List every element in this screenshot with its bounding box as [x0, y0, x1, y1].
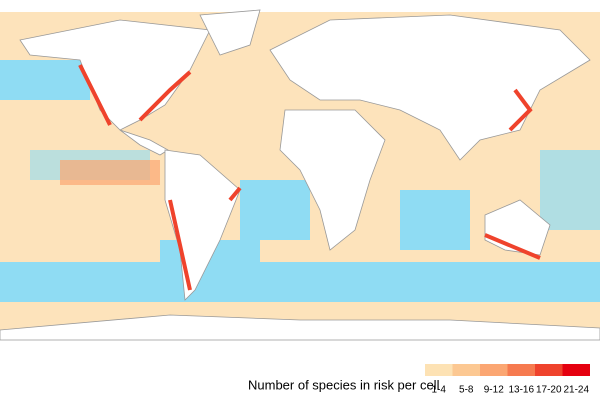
ocean-blank	[0, 262, 600, 302]
legend-swatch	[507, 364, 535, 376]
ocean-blank	[400, 190, 470, 250]
central-america	[119, 129, 169, 156]
risk-zone	[60, 160, 160, 185]
antarctica	[0, 314, 600, 341]
legend-title: Number of species in risk per cell	[248, 377, 440, 392]
legend-swatch	[425, 364, 453, 376]
legend-label: 9-12	[484, 385, 504, 396]
map	[0, 9, 600, 341]
legend-label: 21-24	[563, 385, 589, 396]
eurasia	[269, 14, 591, 161]
high-risk-coast	[78, 64, 541, 291]
ocean-blank	[240, 180, 310, 240]
legend-label: 17-20	[536, 385, 562, 396]
greenland	[199, 9, 261, 56]
legend-swatch	[452, 364, 480, 376]
legend-swatch	[480, 364, 508, 376]
africa	[279, 109, 386, 251]
legend-label: 1-4	[432, 385, 447, 396]
legend: Number of species in risk per cell 1-4 5-…	[248, 364, 590, 396]
legend-swatch	[562, 364, 590, 376]
legend-label: 5-8	[459, 385, 474, 396]
legend-swatch	[535, 364, 563, 376]
ocean-blank	[540, 150, 600, 230]
legend-label: 13-16	[508, 385, 534, 396]
ocean-blank	[0, 60, 90, 100]
